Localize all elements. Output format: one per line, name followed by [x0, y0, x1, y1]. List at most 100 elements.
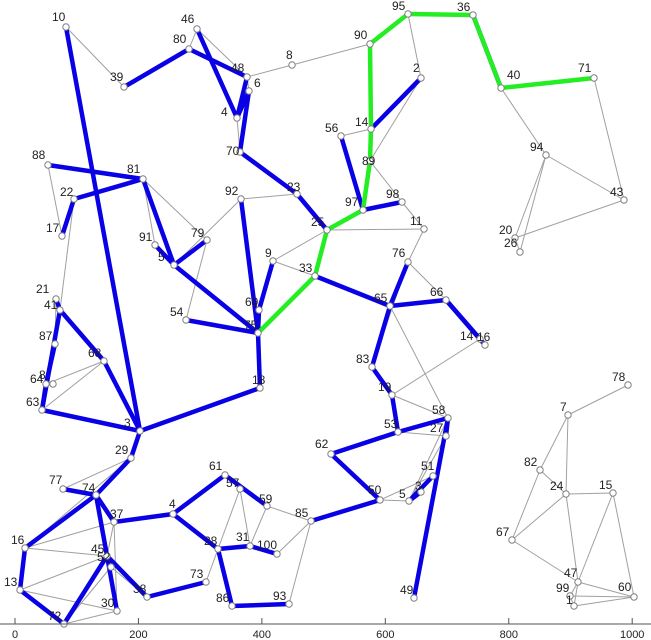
thin-edge-76-66	[407, 261, 447, 301]
node-label-72-96: 72	[48, 609, 62, 623]
thin-edge-15-47	[577, 492, 614, 583]
node-51-65	[429, 472, 437, 480]
thin-edge-94-20	[514, 154, 547, 239]
node-14-15	[367, 125, 375, 133]
node-label-54-43: 54	[170, 305, 184, 319]
thin-edge-81-79	[142, 178, 208, 241]
node-label-63-55: 63	[26, 395, 40, 409]
node-label-87-45: 87	[39, 329, 53, 343]
blue-edge-45-72	[61, 553, 110, 627]
blue-edge-68-3	[101, 358, 143, 434]
blue-edge-45-38	[104, 553, 150, 600]
x-tick-label-600: 600	[376, 629, 394, 640]
node-41-39	[56, 306, 64, 314]
thin-edge-19-58	[391, 394, 449, 419]
node-label-98-25: 98	[386, 187, 400, 201]
node-8-7	[288, 61, 296, 69]
blue-edge-46-4	[194, 26, 240, 121]
thin-edge-99-60	[569, 595, 635, 598]
thin-edge-45-13	[19, 555, 108, 591]
node-label-26-29: 26	[504, 236, 518, 250]
node-74-67	[92, 491, 100, 499]
node-label-94-18: 94	[530, 140, 544, 154]
node-label-3-74: 3	[415, 479, 422, 493]
node-17-30	[58, 232, 66, 240]
node-19-54	[388, 391, 396, 399]
node-60-91	[630, 593, 638, 601]
node-label-28-80: 28	[204, 534, 218, 548]
node-68-48	[100, 357, 108, 365]
nodes	[16, 10, 638, 628]
node-label-52-84: 52	[97, 550, 111, 564]
blue-edge-9-69	[256, 258, 276, 313]
thin-edge-79-54	[185, 239, 208, 321]
blue-edge-13-72	[17, 587, 67, 627]
blue-edge-74-37	[93, 492, 117, 525]
node-label-31-79: 31	[236, 530, 250, 544]
node-100-81	[273, 550, 281, 558]
blue-edge-3-63	[39, 407, 143, 434]
thin-edge-27-55	[408, 435, 447, 502]
thin-edge-51-50	[379, 475, 434, 501]
node-label-46-2: 46	[181, 12, 195, 26]
thin-edge-28-57	[217, 488, 241, 550]
green-edge-75-33	[255, 273, 318, 336]
blue-edge-69-75	[255, 307, 262, 336]
thin-edge-92-23	[240, 193, 298, 200]
thin-edge-50-55	[379, 499, 410, 502]
thin-edge-57-31	[239, 488, 251, 547]
node-label-57-68: 57	[226, 476, 240, 490]
node-23-24	[293, 190, 301, 198]
thin-edge-98-11	[401, 201, 425, 230]
node-38-87	[143, 593, 151, 601]
thin-edge-85-59	[266, 505, 312, 522]
node-label-38-87: 38	[133, 582, 147, 596]
thin-edge-8-90	[291, 43, 371, 66]
blue-edge-81-5	[140, 176, 177, 268]
thin-edge-2-89	[369, 77, 422, 162]
node-25-34	[323, 226, 331, 234]
node-7-57	[564, 411, 572, 419]
node-label-9-35: 9	[265, 246, 272, 260]
node-18-53	[256, 384, 264, 392]
blue-edge-73-38	[144, 579, 209, 600]
node-label-82-63: 82	[524, 455, 538, 469]
node-label-99-90: 99	[556, 581, 570, 595]
node-54-43	[182, 316, 190, 324]
x-tick-label-800: 800	[500, 629, 518, 640]
node-label-74-67: 74	[82, 481, 96, 495]
node-71-14	[590, 74, 598, 82]
node-label-27-60: 27	[430, 421, 444, 435]
blue-edge-33-65	[312, 273, 393, 309]
blue-edge-81-22	[71, 176, 146, 202]
node-50-72	[376, 496, 384, 504]
node-label-14-46: 14	[460, 329, 474, 343]
blue-edge-75-18	[255, 330, 263, 391]
node-28-80	[214, 545, 222, 553]
thin-edge-13-30	[19, 589, 118, 612]
node-label-24-70: 24	[550, 479, 564, 493]
node-37-75	[110, 518, 118, 526]
node-label-37-75: 37	[110, 507, 124, 521]
node-77-66	[59, 485, 67, 493]
blue-edge-62-50	[328, 451, 383, 503]
node-9-35	[269, 257, 277, 265]
node-label-51-65: 51	[421, 459, 435, 473]
node-24-70	[562, 490, 570, 498]
thin-edge-82-24	[539, 469, 567, 495]
blue-edge-31-100	[247, 543, 280, 557]
node-31-79	[246, 542, 254, 550]
blue-edge-83-19	[369, 364, 395, 398]
node-80-3	[185, 45, 193, 53]
thin-edge-48-8	[246, 64, 293, 78]
node-2-12	[417, 74, 425, 82]
node-label-8-52: 8	[39, 368, 46, 382]
node-30-94	[113, 607, 121, 615]
node-label-8-7: 8	[286, 48, 293, 62]
node-99-90	[566, 592, 574, 600]
thin-edge-16-45	[24, 547, 108, 557]
node-label-56-16: 56	[325, 121, 339, 135]
node-label-6-5: 6	[254, 76, 261, 90]
thin-edge-94-43	[545, 154, 625, 201]
